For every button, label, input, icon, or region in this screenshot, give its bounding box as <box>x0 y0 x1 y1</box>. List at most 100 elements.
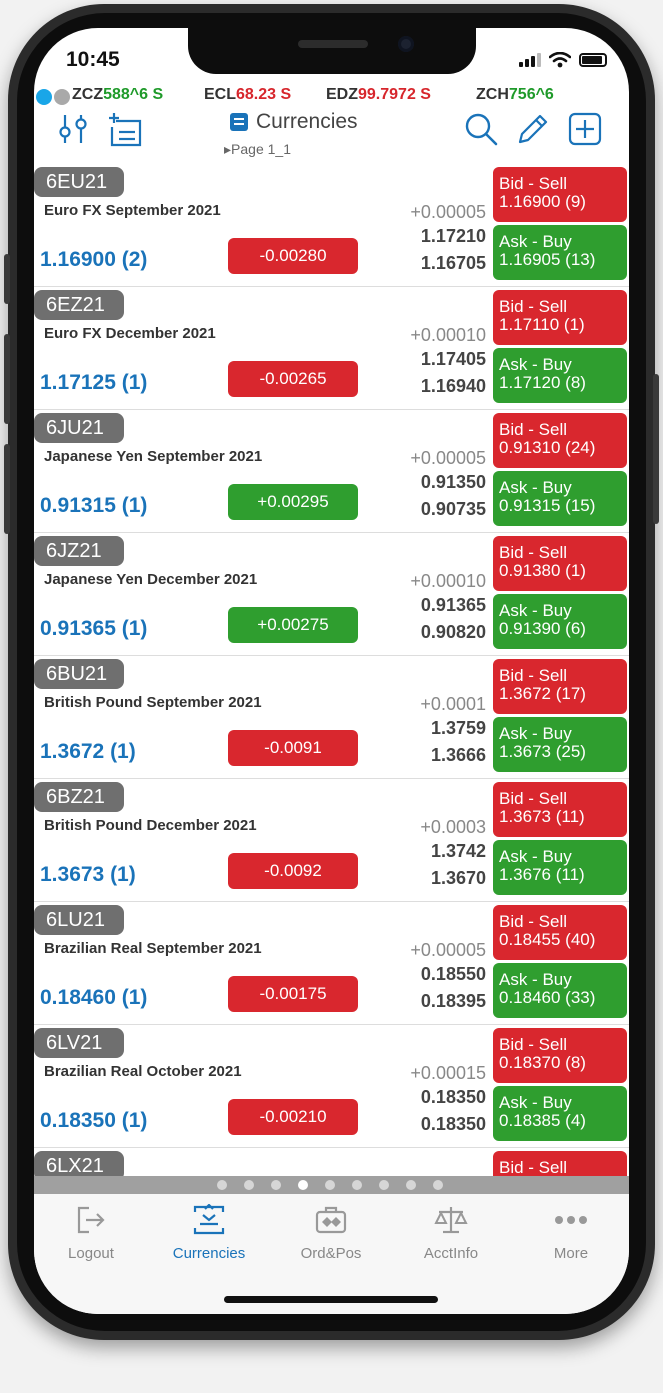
last-price[interactable]: 0.18460 (1) <box>40 986 148 1009</box>
change-button[interactable]: -0.00280 <box>228 238 358 274</box>
row-divider <box>34 1024 629 1025</box>
change-button[interactable]: -0.00175 <box>228 976 358 1012</box>
bid-value: 1.3672 (17) <box>499 684 586 703</box>
bid-label: Bid - Sell <box>499 666 568 685</box>
change-button[interactable]: -0.0091 <box>228 730 358 766</box>
tab-currencies[interactable]: Currencies <box>154 1203 264 1262</box>
quote-row[interactable]: 6JZ21 Japanese Yen December 2021 +0.00010 0… <box>34 533 629 656</box>
ask-buy-button[interactable]: Ask - Buy 1.17120 (8) <box>493 348 627 403</box>
bid-sell-button[interactable]: Bid - Sell <box>493 1151 627 1176</box>
quote-row[interactable]: 6BZ21 British Pound December 2021 +0.0003 1… <box>34 779 629 902</box>
ask-buy-button[interactable]: Ask - Buy 1.3676 (11) <box>493 840 627 895</box>
bid-sell-button[interactable]: Bid - Sell 1.3673 (11) <box>493 782 627 837</box>
page-dot[interactable] <box>433 1180 443 1190</box>
edit-pencil-icon[interactable] <box>516 112 550 146</box>
last-price[interactable]: 1.17125 (1) <box>40 371 148 394</box>
quote-ticker[interactable]: ZCZ588^6 S ECL68.23 S EDZ99.7972 S ZCH75… <box>34 84 629 108</box>
last-price[interactable]: 0.91365 (1) <box>40 617 148 640</box>
net-change: +0.00005 <box>410 448 486 468</box>
ask-value: 0.91390 (6) <box>499 619 586 638</box>
page-dot[interactable] <box>406 1180 416 1190</box>
bid-sell-button[interactable]: Bid - Sell 0.91380 (1) <box>493 536 627 591</box>
tab-bar: Logout Currencies Ord&Pos <box>34 1194 629 1314</box>
page-dot[interactable] <box>271 1180 281 1190</box>
high-price: 1.17210 <box>420 226 486 246</box>
page-indicator[interactable]: ▸Page 1_1 <box>224 141 291 158</box>
bid-value: 0.91380 (1) <box>499 561 586 580</box>
page-dot[interactable] <box>352 1180 362 1190</box>
filter-sliders-icon[interactable] <box>56 112 90 146</box>
status-dot-blue <box>36 89 52 105</box>
tab-logout[interactable]: Logout <box>36 1204 146 1262</box>
wifi-icon <box>549 52 571 68</box>
last-price[interactable]: 1.3673 (1) <box>40 863 136 886</box>
bid-value: 1.17110 (1) <box>499 315 585 334</box>
search-icon[interactable] <box>464 112 498 146</box>
high-price: 0.18350 <box>420 1087 486 1107</box>
tab-ord-pos[interactable]: Ord&Pos <box>276 1204 386 1262</box>
change-button[interactable]: -0.00265 <box>228 361 358 397</box>
ask-buy-button[interactable]: Ask - Buy 0.91315 (15) <box>493 471 627 526</box>
home-indicator[interactable] <box>224 1296 438 1303</box>
bid-sell-button[interactable]: Bid - Sell 1.3672 (17) <box>493 659 627 714</box>
last-price[interactable]: 1.3672 (1) <box>40 740 136 763</box>
change-button[interactable]: +0.00275 <box>228 607 358 643</box>
ticker-item: EDZ99.7972 S <box>326 86 431 104</box>
bid-sell-button[interactable]: Bid - Sell 1.17110 (1) <box>493 290 627 345</box>
tab-more[interactable]: More <box>516 1204 626 1262</box>
ticker-value: 99.7972 S <box>358 86 431 103</box>
bid-label: Bid - Sell <box>499 789 568 808</box>
quote-row[interactable]: 6LU21 Brazilian Real September 2021 +0.000… <box>34 902 629 1025</box>
bid-sell-button[interactable]: Bid - Sell 0.18370 (8) <box>493 1028 627 1083</box>
last-price[interactable]: 0.91315 (1) <box>40 494 148 517</box>
page-dot[interactable] <box>244 1180 254 1190</box>
ask-buy-button[interactable]: Ask - Buy 0.18460 (33) <box>493 963 627 1018</box>
change-button[interactable]: -0.00210 <box>228 1099 358 1135</box>
ticker-value: 588^6 S <box>103 86 164 103</box>
low-price: 1.3670 <box>430 868 486 888</box>
list-icon <box>230 113 248 131</box>
ticker-item: ZCZ588^6 S <box>72 86 163 104</box>
add-square-icon[interactable] <box>568 112 602 146</box>
last-price[interactable]: 0.18350 (1) <box>40 1109 148 1132</box>
low-price: 1.16940 <box>420 376 486 396</box>
change-button[interactable]: +0.00295 <box>228 484 358 520</box>
page-control[interactable] <box>34 1176 629 1194</box>
change-button[interactable]: -0.0092 <box>228 853 358 889</box>
tab-ord-pos-label: Ord&Pos <box>300 1245 362 1262</box>
contract-description: Brazilian Real October 2021 <box>44 1063 242 1080</box>
caret-right-icon: ▸ <box>224 141 232 157</box>
quote-row[interactable]: 6JU21 Japanese Yen September 2021 +0.00005… <box>34 410 629 533</box>
bid-value: 1.16900 (9) <box>499 192 586 211</box>
last-price[interactable]: 1.16900 (2) <box>40 248 148 271</box>
bid-sell-button[interactable]: Bid - Sell 1.16900 (9) <box>493 167 627 222</box>
tab-acct-info-label: AcctInfo <box>423 1245 479 1262</box>
ask-buy-button[interactable]: Ask - Buy 1.16905 (13) <box>493 225 627 280</box>
quote-row[interactable]: 6EU21 Euro FX September 2021 +0.00005 1.172… <box>34 164 629 287</box>
row-divider <box>34 655 629 656</box>
symbol-badge: 6EU21 <box>34 167 124 197</box>
mute-switch <box>4 254 10 304</box>
quote-row[interactable]: 6LX21 Bid - Sell <box>34 1148 629 1176</box>
page-dot[interactable] <box>379 1180 389 1190</box>
page-dot[interactable] <box>325 1180 335 1190</box>
quote-row[interactable]: 6LV21 Brazilian Real October 2021 +0.00015… <box>34 1025 629 1148</box>
bid-sell-button[interactable]: Bid - Sell 0.18455 (40) <box>493 905 627 960</box>
ask-buy-button[interactable]: Ask - Buy 0.18385 (4) <box>493 1086 627 1141</box>
quote-row[interactable]: 6BU21 British Pound September 2021 +0.0001… <box>34 656 629 779</box>
low-price: 0.90735 <box>420 499 486 519</box>
ask-buy-button[interactable]: Ask - Buy 0.91390 (6) <box>493 594 627 649</box>
add-list-icon[interactable] <box>108 112 144 148</box>
page-title[interactable]: Currencies <box>230 110 358 134</box>
volume-down-button <box>4 444 10 534</box>
quote-row[interactable]: 6EZ21 Euro FX December 2021 +0.00010 1.1740… <box>34 287 629 410</box>
page-dot[interactable] <box>217 1180 227 1190</box>
contract-description: Euro FX September 2021 <box>44 202 221 219</box>
bid-sell-button[interactable]: Bid - Sell 0.91310 (24) <box>493 413 627 468</box>
ask-buy-button[interactable]: Ask - Buy 1.3673 (25) <box>493 717 627 772</box>
quote-list[interactable]: 6EU21 Euro FX September 2021 +0.00005 1.172… <box>34 164 629 1176</box>
row-divider <box>34 532 629 533</box>
ask-value: 1.17120 (8) <box>499 373 586 392</box>
tab-acct-info[interactable]: AcctInfo <box>396 1204 506 1262</box>
page-dot[interactable] <box>298 1180 308 1190</box>
